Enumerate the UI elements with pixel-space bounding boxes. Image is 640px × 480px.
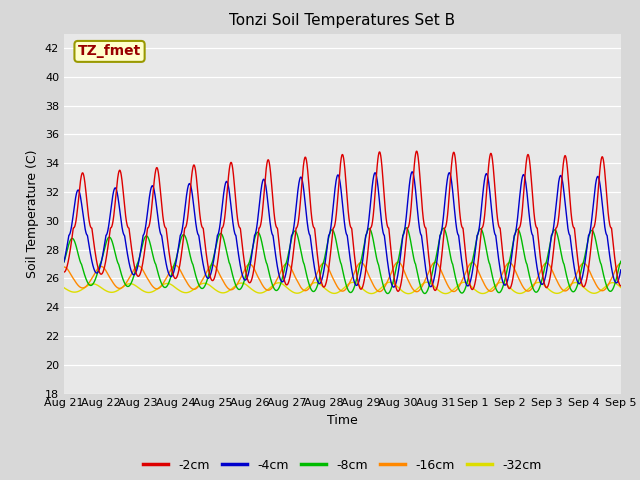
Text: TZ_fmet: TZ_fmet xyxy=(78,44,141,59)
X-axis label: Time: Time xyxy=(327,414,358,427)
Y-axis label: Soil Temperature (C): Soil Temperature (C) xyxy=(26,149,39,278)
Title: Tonzi Soil Temperatures Set B: Tonzi Soil Temperatures Set B xyxy=(229,13,456,28)
Legend: -2cm, -4cm, -8cm, -16cm, -32cm: -2cm, -4cm, -8cm, -16cm, -32cm xyxy=(138,454,547,477)
